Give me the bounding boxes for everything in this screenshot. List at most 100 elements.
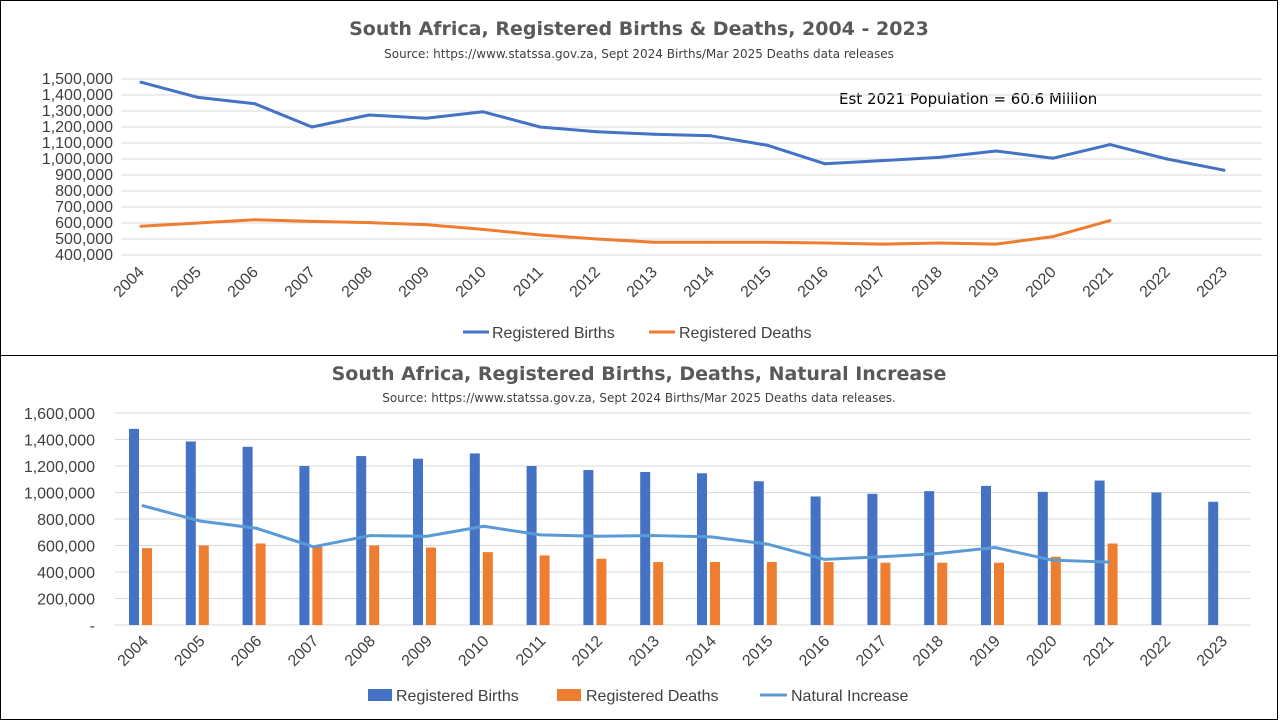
bar-registered-births [753,481,764,625]
y-tick-label: 1,600,000 [24,406,95,423]
legend-label-registered-births: Registered Births [396,688,519,705]
data-point-registered-births [766,143,770,147]
data-point-registered-deaths [766,240,770,244]
data-point-registered-deaths [481,227,485,231]
series-line-natural-increase [142,504,1109,564]
x-tick-label: 2016 [795,264,832,301]
bar-registered-deaths [823,562,834,625]
data-point-natural-increase [255,526,259,530]
data-point-registered-deaths [595,237,599,241]
data-point-registered-deaths [652,240,656,244]
x-tick-label: 2010 [453,264,490,301]
x-tick-label: 2008 [342,633,379,670]
series-line-registered-deaths [140,218,1111,246]
bar-registered-births [129,428,139,625]
x-tick-label: 2023 [1194,633,1231,670]
bar-registered-deaths [369,545,380,625]
data-point-natural-increase [652,534,656,538]
x-tick-label: 2006 [228,633,265,670]
data-point-registered-births [652,132,656,136]
data-point-natural-increase [482,524,486,528]
data-point-registered-deaths [139,224,143,228]
x-tick-label: 2018 [909,264,946,301]
bar-registered-births [1151,492,1162,625]
bar-registered-births [1094,480,1105,625]
x-tick-label: 2007 [285,633,322,670]
bar-registered-births [413,458,423,625]
births-deaths-line-chart-panel: South Africa, Registered Births & Deaths… [0,0,1278,356]
data-point-registered-births [139,80,143,84]
data-point-natural-increase [368,534,372,538]
legend-swatch-registered-deaths [557,689,581,701]
x-tick-label: 2015 [739,633,776,670]
x-tick-label: 2017 [853,633,890,670]
data-point-natural-increase [766,542,770,546]
data-point-registered-births [1108,143,1112,147]
data-point-registered-deaths [310,219,314,223]
bar-registered-deaths [482,552,493,625]
data-point-registered-births [424,116,428,120]
x-tick-label: 2014 [681,264,718,301]
bar-registered-births [356,456,367,625]
legend: Registered Births Registered Deaths [463,325,812,342]
chart-subtitle: Source: https://www.statssa.gov.za, Sept… [382,391,896,405]
data-point-registered-deaths [823,241,827,245]
y-tick-label: 200,000 [37,592,95,609]
data-point-registered-births [1165,157,1169,161]
legend-label-registered-deaths: Registered Deaths [679,325,812,342]
legend-swatch-registered-births [368,689,392,701]
data-point-registered-births [538,125,542,129]
data-point-registered-deaths [424,223,428,227]
data-point-natural-increase [936,551,940,555]
y-tick-label: 800,000 [55,183,113,200]
chart-title: South Africa, Registered Births & Deaths… [349,18,929,40]
x-tick-label: 2021 [1080,264,1117,301]
data-point-natural-increase [879,555,883,559]
y-tick-label: 1,300,000 [42,103,113,120]
series-line-registered-births [140,80,1225,172]
y-tick-label: 1,100,000 [42,135,113,152]
y-tick-label: 1,000,000 [24,486,95,503]
data-point-natural-increase [595,534,599,538]
y-tick-label: 600,000 [37,539,95,556]
data-point-natural-increase [539,533,543,537]
bar-registered-births [924,491,935,625]
y-tick-label: 1,200,000 [24,459,95,476]
x-tick-label: 2004 [111,264,148,301]
legend-label-registered-births: Registered Births [492,325,615,342]
data-point-registered-births [481,110,485,114]
x-tick-label: 2022 [1137,633,1174,670]
x-tick-label: 2012 [569,633,606,670]
x-tick-label: 2014 [683,633,720,670]
data-point-registered-deaths [538,233,542,237]
data-point-natural-increase [709,535,713,539]
population-annotation: Est 2021 Population = 60.6 Million [839,90,1097,108]
bar-registered-births [242,446,253,625]
data-point-natural-increase [141,504,145,508]
data-point-natural-increase [823,557,827,561]
y-tick-label: 1,000,000 [42,151,113,168]
data-point-registered-births [709,134,713,138]
data-point-natural-increase [311,545,315,549]
bar-registered-births [640,471,651,625]
bar-registered-births [185,441,196,625]
bar-registered-deaths [653,562,664,625]
data-point-registered-births [310,125,314,129]
x-tick-label: 2008 [339,264,376,301]
bar-registered-deaths [1107,543,1118,625]
x-tick-label: 2013 [626,633,663,670]
x-tick-label: 2023 [1194,264,1231,301]
data-point-registered-deaths [880,242,884,246]
births-deaths-increase-bar-chart: South Africa, Registered Births, Deaths,… [24,363,1251,705]
data-point-registered-births [880,159,884,163]
data-point-registered-deaths [253,218,257,222]
x-tick-label: 2022 [1137,264,1174,301]
y-tick-label: 600,000 [55,215,113,232]
x-tick-label: 2021 [1080,633,1117,670]
bar-registered-births [526,466,537,625]
data-point-natural-increase [993,545,997,549]
x-tick-label: 2019 [967,633,1004,670]
bar-registered-births [469,453,480,625]
bar-registered-births [810,496,821,625]
legend-label-registered-deaths: Registered Deaths [586,688,719,705]
